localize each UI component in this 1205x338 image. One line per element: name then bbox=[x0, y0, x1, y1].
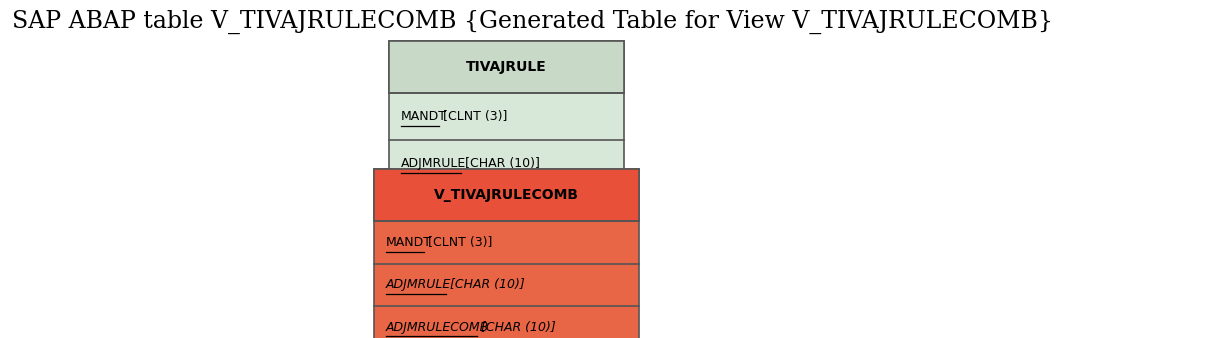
Text: MANDT: MANDT bbox=[386, 236, 431, 249]
FancyBboxPatch shape bbox=[374, 169, 639, 338]
FancyBboxPatch shape bbox=[388, 41, 624, 188]
Text: SAP ABAP table V_TIVAJRULECOMB {Generated Table for View V_TIVAJRULECOMB}: SAP ABAP table V_TIVAJRULECOMB {Generate… bbox=[12, 10, 1053, 34]
Text: [CHAR (10)]: [CHAR (10)] bbox=[446, 278, 525, 291]
Text: [CLNT (3)]: [CLNT (3)] bbox=[439, 110, 507, 123]
FancyBboxPatch shape bbox=[388, 41, 624, 93]
Text: MANDT: MANDT bbox=[400, 110, 447, 123]
FancyBboxPatch shape bbox=[374, 169, 639, 221]
Text: [CHAR (10)]: [CHAR (10)] bbox=[462, 158, 540, 170]
Text: [CLNT (3)]: [CLNT (3)] bbox=[424, 236, 492, 249]
Text: TIVAJRULE: TIVAJRULE bbox=[465, 60, 547, 74]
Text: ADJMRULE: ADJMRULE bbox=[386, 278, 451, 291]
Text: V_TIVAJRULECOMB: V_TIVAJRULECOMB bbox=[434, 188, 578, 202]
Text: ADJMRULECOMB: ADJMRULECOMB bbox=[386, 320, 489, 334]
Text: [CHAR (10)]: [CHAR (10)] bbox=[477, 320, 556, 334]
Text: ADJMRULE: ADJMRULE bbox=[400, 158, 466, 170]
